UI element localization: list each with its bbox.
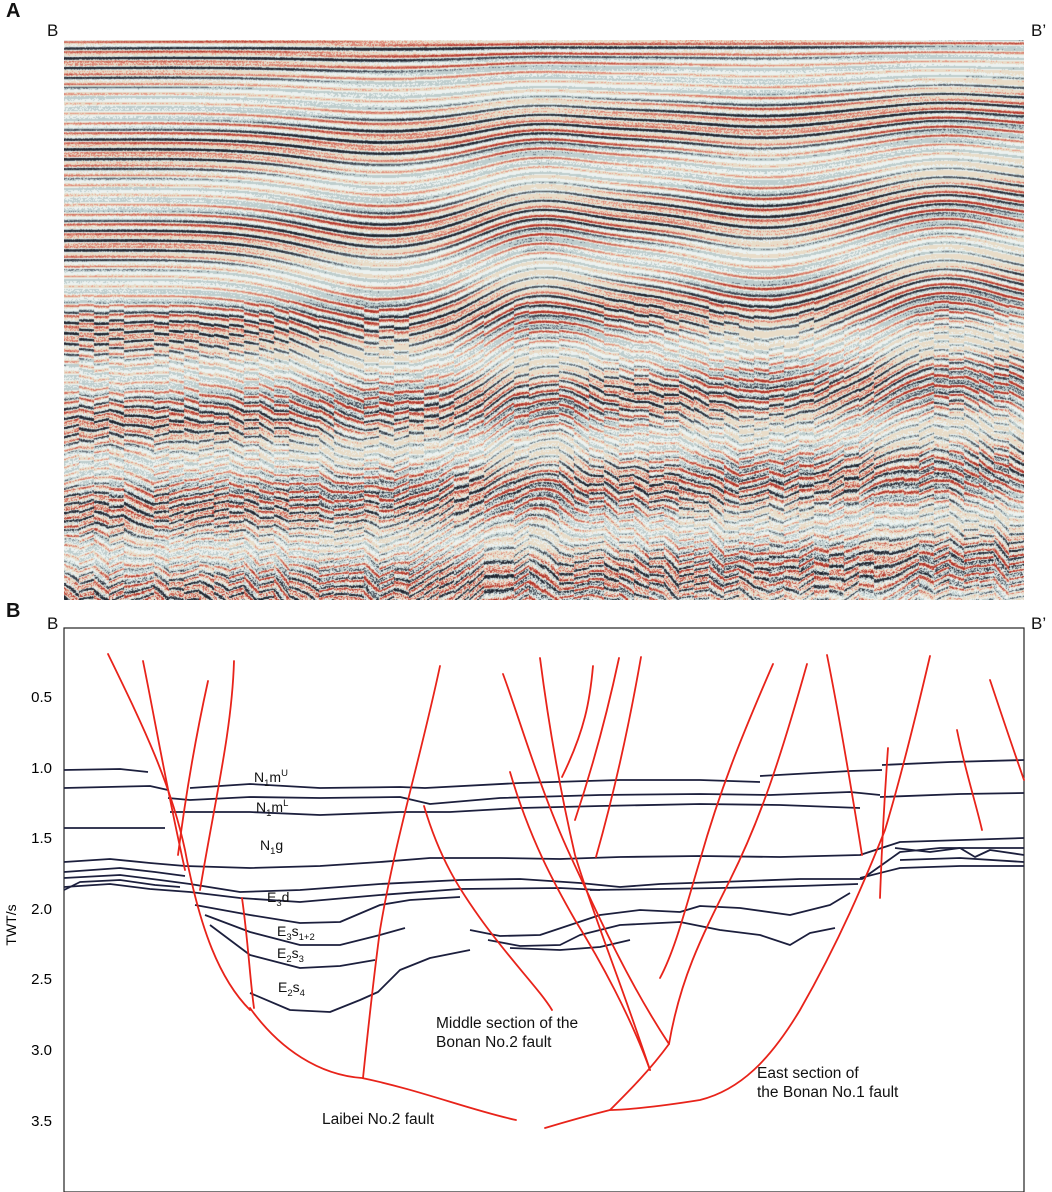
fault-line [879, 747, 889, 899]
horizon-line [759, 769, 883, 777]
horizon-line [879, 792, 1025, 798]
formation-label-n1mu: N1mU [254, 768, 288, 789]
faults [107, 653, 1025, 1129]
horizon-line [63, 768, 149, 773]
horizon-line [487, 921, 836, 947]
horizon-line [63, 847, 1024, 893]
fault-line [826, 654, 863, 856]
horizon-line [63, 837, 1025, 869]
fault-line [574, 657, 620, 821]
y-tick-label: 3.0 [31, 1042, 52, 1059]
fault-label-east-line2: the Bonan No.1 fault [757, 1084, 899, 1101]
y-tick-label: 0.5 [31, 689, 52, 706]
horizon-line [167, 791, 881, 805]
panel-a-right-end-label: B’ [1031, 21, 1047, 40]
fault-line [142, 660, 186, 871]
fault-line [609, 663, 808, 1111]
fault-labels: Middle section of the Bonan No.2 fault E… [322, 1015, 899, 1128]
fault-line [177, 680, 209, 856]
fault-line [107, 653, 251, 1011]
formation-label-e2s3: E2s3 [277, 945, 304, 965]
y-tick-label: 1.0 [31, 760, 52, 777]
horizon-line [589, 883, 859, 891]
fault-line [544, 655, 931, 1129]
panel-a-letter: A [6, 0, 21, 22]
panel-b-left-end-label: B [47, 614, 59, 633]
horizon-line [469, 892, 851, 937]
fault-label-east-line1: East section of [757, 1065, 859, 1082]
fault-line [199, 660, 235, 891]
y-axis-label: TWT/s [3, 904, 19, 945]
y-tick-label: 2.5 [31, 971, 52, 988]
horizon-line [63, 879, 181, 891]
fault-line [595, 656, 642, 858]
horizon-line [170, 803, 861, 816]
fault-line [956, 729, 983, 831]
horizon-line [894, 847, 1025, 858]
formation-label-e2s4: E2s4 [278, 979, 305, 999]
panel-a-left-end-label: B [47, 21, 59, 40]
panel-b-right-end-label: B’ [1031, 614, 1047, 633]
y-tick-label: 3.5 [31, 1113, 52, 1130]
formation-label-n1g: N1g [260, 837, 283, 857]
y-axis: TWT/s 0.5 1.0 1.5 2.0 2.5 3.0 3.5 [3, 689, 52, 1130]
formation-label-e3s12: E3s1+2 [277, 923, 315, 943]
section-frame [63, 627, 1025, 1192]
horizon-line [249, 949, 471, 1013]
formation-label-e3d: E3d [267, 889, 289, 909]
horizon-line [509, 939, 631, 951]
fault-line [362, 665, 441, 1079]
fault-line [659, 663, 774, 979]
fault-line [509, 771, 651, 1071]
fault-line [561, 665, 594, 778]
horizons [63, 759, 1025, 1013]
horizon-line [881, 759, 1025, 766]
fault-line [241, 897, 255, 1009]
horizon-line [899, 857, 1025, 863]
formation-labels: N1mU N1mL N1g E3d E3s1+2 E2s3 E2s4 [254, 768, 315, 999]
horizon-line [194, 896, 461, 924]
horizon-line [63, 867, 186, 877]
horizon-line [209, 924, 376, 969]
panel-b-letter: B [6, 600, 21, 622]
horizon-line [204, 914, 406, 946]
fault-line [539, 657, 651, 1071]
fault-line [502, 673, 670, 1045]
horizon-line [189, 779, 761, 789]
horizon-line [63, 785, 169, 791]
y-tick-label: 1.5 [31, 830, 52, 847]
fault-line [249, 1007, 517, 1121]
fault-label-middle-line2: Bonan No.2 fault [436, 1034, 552, 1051]
formation-label-n1ml: N1mL [256, 798, 288, 819]
fault-line [423, 805, 553, 1011]
horizon-line [63, 883, 601, 903]
seismic-section-image [64, 40, 1024, 600]
fault-line [989, 679, 1025, 781]
horizon-line [859, 865, 1024, 879]
fault-label-middle-line1: Middle section of the [436, 1015, 578, 1032]
fault-label-laibei: Laibei No.2 fault [322, 1111, 435, 1128]
y-tick-label: 2.0 [31, 901, 52, 918]
